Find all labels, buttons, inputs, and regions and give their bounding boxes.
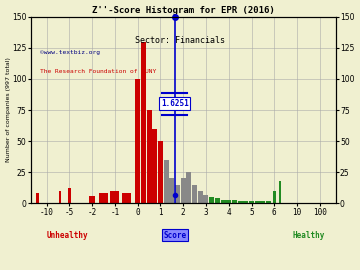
Bar — [221, 200, 226, 203]
Bar — [192, 185, 197, 203]
Bar — [99, 193, 108, 203]
Text: Sector: Financials: Sector: Financials — [135, 36, 225, 45]
Bar — [175, 185, 180, 203]
Title: Z''-Score Histogram for EPR (2016): Z''-Score Histogram for EPR (2016) — [92, 6, 275, 15]
Y-axis label: Number of companies (997 total): Number of companies (997 total) — [5, 58, 10, 163]
Bar — [186, 172, 192, 203]
Bar — [260, 201, 265, 203]
Bar — [273, 191, 276, 203]
Bar — [243, 201, 248, 203]
Bar — [147, 110, 152, 203]
Bar — [152, 129, 157, 203]
Bar — [226, 200, 231, 203]
Bar — [163, 160, 168, 203]
Bar — [135, 79, 140, 203]
Bar — [209, 197, 214, 203]
Bar — [36, 193, 39, 203]
Bar — [238, 201, 243, 203]
Bar — [266, 201, 271, 203]
Bar — [255, 201, 260, 203]
Bar — [215, 198, 220, 203]
Text: Unhealthy: Unhealthy — [46, 231, 88, 240]
Bar — [122, 193, 131, 203]
Bar — [59, 191, 61, 203]
Bar — [198, 191, 203, 203]
Text: Healthy: Healthy — [292, 231, 325, 240]
Text: Score: Score — [163, 231, 186, 240]
Bar — [169, 178, 174, 203]
Text: 1.6251: 1.6251 — [161, 99, 189, 108]
Bar — [89, 196, 95, 203]
Bar — [232, 200, 237, 203]
Text: ©www.textbiz.org: ©www.textbiz.org — [40, 50, 100, 55]
Bar — [181, 178, 186, 203]
Text: The Research Foundation of SUNY: The Research Foundation of SUNY — [40, 69, 156, 74]
Bar — [279, 181, 280, 203]
Bar — [249, 201, 254, 203]
Bar — [203, 195, 208, 203]
Bar — [110, 191, 120, 203]
Bar — [68, 188, 71, 203]
Bar — [141, 42, 146, 203]
Bar — [158, 141, 163, 203]
